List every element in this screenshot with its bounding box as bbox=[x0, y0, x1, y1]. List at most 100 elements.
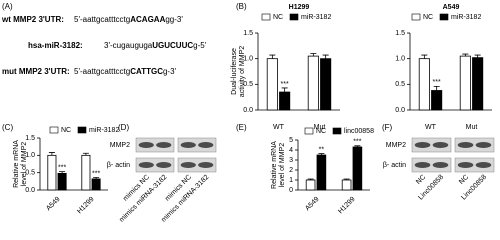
error-bar bbox=[48, 152, 55, 156]
blot-band bbox=[156, 142, 172, 148]
y-tick-label: 1.5 bbox=[395, 30, 405, 37]
sequence-part: gg-3' bbox=[165, 15, 183, 24]
legend-swatch bbox=[411, 13, 421, 21]
error-bar bbox=[433, 85, 440, 91]
y-tick-label: 0.0 bbox=[243, 107, 253, 114]
sequence-part: 5'-aattgcatttcctg bbox=[74, 67, 130, 76]
blot-panel bbox=[411, 157, 452, 173]
blot-band bbox=[414, 142, 431, 148]
blot-panel bbox=[454, 137, 495, 153]
sequence-part: UGUCUUC bbox=[152, 41, 193, 50]
error-bar bbox=[322, 54, 329, 59]
legend-swatch bbox=[332, 127, 342, 135]
error-bar bbox=[93, 177, 100, 179]
significance: *** bbox=[92, 170, 100, 177]
legend-label: linc00858 bbox=[344, 128, 374, 135]
sequence-part: ACAGAA bbox=[130, 15, 165, 24]
x-tick-label: H1299 bbox=[76, 196, 96, 216]
y-tick-label: 0.5 bbox=[395, 81, 405, 88]
y-axis-label: Relative mRNA bbox=[271, 141, 278, 189]
y-axis-label: activity of MMP2 bbox=[239, 46, 246, 97]
bar bbox=[305, 179, 316, 191]
blot-row-label: MMP2 bbox=[110, 142, 130, 149]
blot-row-label: β- actin bbox=[107, 162, 130, 169]
y-tick-label: 0.5 bbox=[25, 170, 35, 177]
blot-band bbox=[138, 142, 154, 148]
panel-label: (D) bbox=[118, 123, 129, 132]
bar bbox=[91, 178, 101, 191]
panel-label: (E) bbox=[236, 123, 247, 132]
sequence-name: hsa-miR-3182: bbox=[28, 41, 83, 50]
legend-swatch bbox=[77, 126, 87, 134]
x-tick-label: H1299 bbox=[337, 196, 357, 216]
blot-band bbox=[457, 162, 474, 168]
sequence-name: wt MMP2 3'UTR: bbox=[1, 15, 64, 24]
bar bbox=[57, 172, 67, 191]
bar bbox=[307, 55, 319, 111]
x-tick-label: A549 bbox=[304, 196, 321, 213]
y-axis-label: Dual-luciferase bbox=[231, 48, 238, 95]
blot-band bbox=[414, 162, 431, 168]
figure: (A) (B) (C) (D) (E) (F) wt MMP2 3'UTR: 5'-aattg… bbox=[1, 2, 495, 224]
error-bar bbox=[307, 178, 314, 180]
blot-band bbox=[180, 162, 196, 168]
legend-label: NC bbox=[61, 127, 71, 134]
significance: *** bbox=[58, 164, 66, 171]
blot-panel bbox=[177, 137, 217, 153]
blot-band bbox=[432, 162, 449, 168]
sequence-part: 5'-aattgcatttcctg bbox=[74, 15, 130, 24]
x-tick-label: A549 bbox=[45, 196, 62, 213]
sequence: 5'-aattgcatttcctgACAGAAgg-3' bbox=[74, 15, 183, 24]
panel-label: (A) bbox=[2, 2, 13, 11]
error-bar bbox=[281, 87, 288, 93]
sequence: 3'-cugaugugaUGUCUUCg-5' bbox=[104, 41, 207, 50]
legend-swatch bbox=[49, 126, 59, 134]
lane-label: NC bbox=[458, 174, 470, 186]
x-tick-label: Mut bbox=[466, 124, 478, 131]
y-tick-label: 0.5 bbox=[243, 81, 253, 88]
bar bbox=[81, 154, 91, 191]
error-bar bbox=[82, 152, 89, 156]
y-tick-label: 2 bbox=[289, 167, 293, 174]
sequence-part: g-3' bbox=[163, 67, 177, 76]
error-bar bbox=[474, 54, 481, 58]
bar bbox=[266, 58, 278, 111]
legend-swatch bbox=[261, 13, 271, 21]
y-axis-label: level of MMP2 bbox=[279, 143, 286, 187]
y-axis-label: Relative mRNA bbox=[13, 140, 20, 188]
y-tick-label: 0 bbox=[289, 187, 293, 194]
y-tick-label: 3 bbox=[289, 157, 293, 164]
bar bbox=[341, 179, 352, 191]
x-tick-label: Mut bbox=[314, 124, 326, 131]
error-bar bbox=[318, 153, 325, 155]
blot-band bbox=[198, 142, 214, 148]
panel-label: (C) bbox=[2, 123, 13, 132]
panel-label: (F) bbox=[382, 123, 393, 132]
sequence: 5'-aattgcatttcctgCATTGCg-3' bbox=[74, 67, 177, 76]
blot-row-label: β- actin bbox=[383, 162, 406, 169]
significance: ** bbox=[319, 146, 325, 153]
error-bar bbox=[269, 54, 276, 59]
blot-panel bbox=[177, 157, 217, 173]
legend-label: NC bbox=[423, 14, 433, 21]
blot-panel bbox=[454, 157, 495, 173]
legend-label: miR-3182 bbox=[451, 14, 481, 21]
bar bbox=[47, 154, 57, 191]
blot-row-label: MMP2 bbox=[386, 142, 406, 149]
blot-band bbox=[475, 142, 492, 148]
blot-panel bbox=[411, 137, 452, 153]
y-tick-label: 4 bbox=[289, 147, 293, 154]
bar bbox=[472, 57, 484, 111]
bar bbox=[320, 58, 332, 111]
y-tick-label: 1.5 bbox=[25, 135, 35, 142]
legend-label: miR-3182 bbox=[89, 127, 119, 134]
bar bbox=[352, 146, 363, 191]
blot-band bbox=[180, 142, 196, 148]
bar bbox=[459, 55, 471, 111]
legend-label: NC bbox=[273, 14, 283, 21]
y-tick-label: 1 bbox=[289, 177, 293, 184]
panel-label: (B) bbox=[236, 2, 247, 11]
significance: *** bbox=[281, 81, 289, 88]
legend-swatch bbox=[304, 127, 314, 135]
significance: *** bbox=[353, 139, 361, 146]
